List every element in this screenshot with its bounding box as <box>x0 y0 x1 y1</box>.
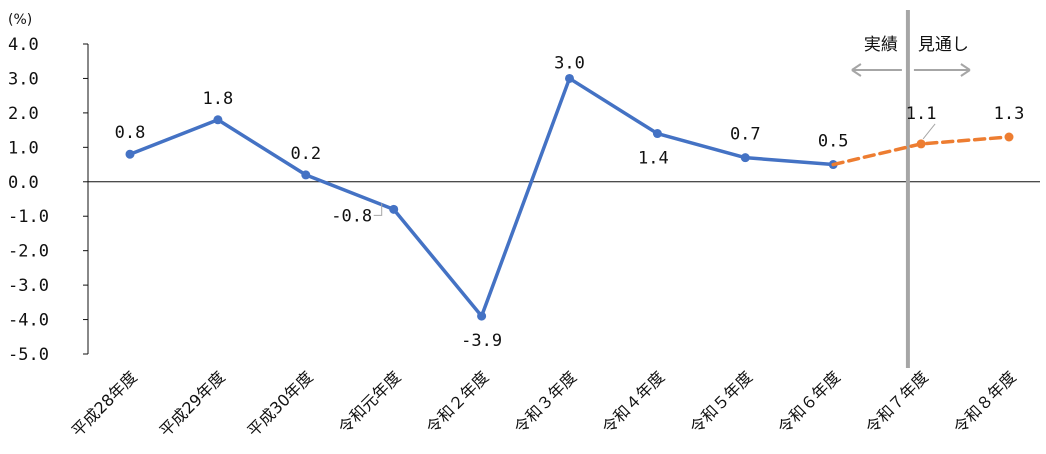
x-category-label: 令和元年度 <box>335 367 405 437</box>
actual-series-line <box>128 76 835 318</box>
x-category-label: 令和６年度 <box>774 367 844 437</box>
data-label: -0.8 <box>331 206 372 226</box>
leader-line <box>373 203 383 216</box>
actual-arrow-head <box>851 63 862 77</box>
actual-data-point <box>389 204 399 214</box>
actual-data-point <box>565 73 574 83</box>
series-group <box>125 73 1014 321</box>
y-tick-label: -1.0 <box>8 207 49 227</box>
y-tick-label: 2.0 <box>8 104 39 124</box>
x-category-label: 平成30年度 <box>244 367 317 440</box>
data-label: 1.4 <box>638 149 669 169</box>
data-label: 1.3 <box>994 104 1025 124</box>
actual-label: 実績 <box>864 35 898 55</box>
data-label: 0.8 <box>115 123 146 143</box>
x-category-label: 令和７年度 <box>862 367 932 437</box>
forecast-label: 見通し <box>918 35 969 55</box>
y-tick-label: 4.0 <box>8 35 39 55</box>
data-label: -3.9 <box>461 331 502 351</box>
period-arrows <box>851 63 971 77</box>
leader-line <box>922 123 936 140</box>
data-label: 0.7 <box>730 125 761 145</box>
y-tick-label: -5.0 <box>8 345 49 365</box>
y-axis-unit-label: (%) <box>8 12 32 28</box>
y-tick-label: 1.0 <box>8 138 39 158</box>
x-category-label: 平成28年度 <box>68 367 141 440</box>
actual-data-point <box>477 311 487 321</box>
forecast-arrow-head <box>960 63 971 77</box>
actual-data-point <box>740 153 750 163</box>
data-label: 1.8 <box>203 89 234 109</box>
actual-data-point <box>652 129 662 139</box>
forecast-data-point <box>1004 132 1014 142</box>
y-tick-label: 3.0 <box>8 69 39 89</box>
x-axis-category-labels: 平成28年度 平成29年度 平成30年度 令和元年度 令和２年度 令和３年度 令和４年度 令和… <box>68 367 1020 440</box>
y-tick-label: -3.0 <box>8 276 49 296</box>
data-label: 0.5 <box>818 132 849 152</box>
y-axis-ticks: 4.0 3.0 2.0 1.0 0.0 -1.0 -2.0 -3.0 -4.0 -5.0 <box>8 35 88 365</box>
forecast-data-point <box>916 139 926 149</box>
y-tick-label: -4.0 <box>8 311 49 331</box>
data-label: 3.0 <box>554 53 585 73</box>
actual-data-point <box>125 149 135 159</box>
x-category-label: 令和８年度 <box>950 367 1020 437</box>
data-label: 1.1 <box>906 104 937 124</box>
y-tick-label: 0.0 <box>8 173 39 193</box>
actual-data-point <box>301 170 311 180</box>
data-labels: 0.8 1.8 0.2 -0.8 -3.9 3.0 1.4 0.7 0.5 1.1 1.3 <box>115 53 1025 351</box>
x-category-label: 平成29年度 <box>156 367 229 440</box>
x-category-label: 令和４年度 <box>598 367 668 437</box>
x-category-label: 令和２年度 <box>422 367 492 437</box>
y-tick-label: -2.0 <box>8 242 49 262</box>
data-label: 0.2 <box>290 144 321 164</box>
label-leader-lines <box>373 123 936 216</box>
x-category-label: 令和５年度 <box>686 367 756 437</box>
actual-data-point <box>213 115 223 125</box>
x-category-label: 令和３年度 <box>510 367 580 437</box>
